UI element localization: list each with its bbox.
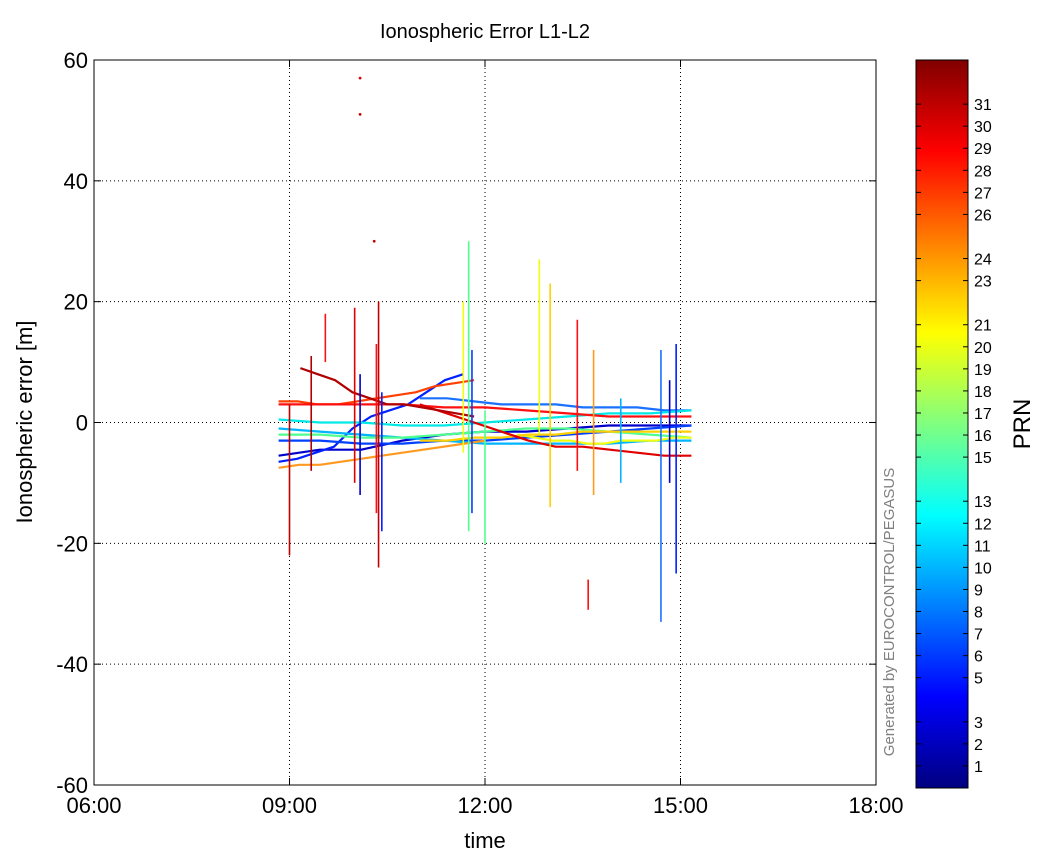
colorbar-tick-label: 20: [974, 340, 992, 357]
x-tick-label: 18:00: [848, 793, 903, 818]
x-tick-label: 09:00: [262, 793, 317, 818]
data-point: [372, 239, 376, 243]
colorbar-tick-label: 18: [974, 384, 992, 401]
watermark-text: Generated by EUROCONTROL/PEGASUS: [881, 468, 898, 756]
colorbar-tick-label: 31: [974, 97, 992, 114]
x-tick-label: 06:00: [66, 793, 121, 818]
colorbar-tick-label: 23: [974, 274, 992, 291]
colorbar-tick-label: 19: [974, 362, 992, 379]
colorbar-tick-label: 26: [974, 207, 992, 224]
data-point: [358, 76, 362, 80]
colorbar-tick-label: 16: [974, 428, 992, 445]
y-tick-label: 20: [64, 290, 88, 315]
colorbar-tick-label: 7: [974, 627, 983, 644]
y-tick-label: 40: [64, 169, 88, 194]
colorbar-tick-label: 24: [974, 252, 992, 269]
colorbar-tick-label: 1: [974, 759, 983, 776]
colorbar-tick-label: 13: [974, 494, 992, 511]
colorbar-tick-label: 2: [974, 737, 983, 754]
x-tick-label: 15:00: [653, 793, 708, 818]
colorbar-tick-label: 3: [974, 715, 983, 732]
series-line-prn-30: [419, 403, 692, 457]
colorbar-tick-label: 12: [974, 516, 992, 533]
colorbar-tick-label: 30: [974, 119, 992, 136]
axis-ticks: 06:00 09:00 12:00 15:00 18:00 -60 -40 -20 0 20 40 6…: [56, 48, 903, 818]
colorbar-tick-label: 27: [974, 185, 992, 202]
colorbar-tick-label: 28: [974, 163, 992, 180]
colorbar: [915, 59, 969, 789]
data-point: [358, 112, 362, 116]
colorbar-label: PRN: [1009, 399, 1036, 450]
series-line-prn-31: [300, 367, 475, 418]
series-line-prn-3: [278, 373, 464, 463]
series-line-prn-29: [278, 403, 692, 418]
x-axis-label: time: [464, 828, 506, 853]
x-tick-label: 12:00: [457, 793, 512, 818]
colorbar-tick-label: 8: [974, 605, 983, 622]
y-axis-label: Ionospheric error [m]: [12, 321, 37, 524]
y-tick-label: 60: [64, 48, 88, 73]
colorbar-tick-label: 17: [974, 406, 992, 423]
colorbar-tick-label: 15: [974, 450, 992, 467]
colorbar-tick-label: 5: [974, 671, 983, 688]
series-line-prn-8: [419, 397, 692, 412]
y-tick-label: -40: [56, 652, 88, 677]
colorbar-tick-label: 21: [974, 318, 992, 335]
colorbar-tick-label: 11: [974, 538, 991, 555]
grid: [94, 60, 876, 785]
data-series: [278, 76, 692, 622]
series-line-prn-21: [419, 430, 692, 442]
colorbar-tick-label: 10: [974, 560, 992, 577]
y-tick-label: -20: [56, 531, 88, 556]
colorbar-tick-label: 9: [974, 582, 983, 599]
series-line-prn-20: [517, 433, 692, 445]
colorbar-tick-label: 29: [974, 141, 992, 158]
y-tick-label: 0: [76, 411, 88, 436]
y-tick-label: -60: [56, 773, 88, 798]
colorbar-ticks: 1235678910111213151617181920212324262728…: [916, 97, 992, 776]
chart-title: Ionospheric Error L1-L2: [380, 21, 590, 43]
colorbar-tick-label: 6: [974, 649, 983, 666]
